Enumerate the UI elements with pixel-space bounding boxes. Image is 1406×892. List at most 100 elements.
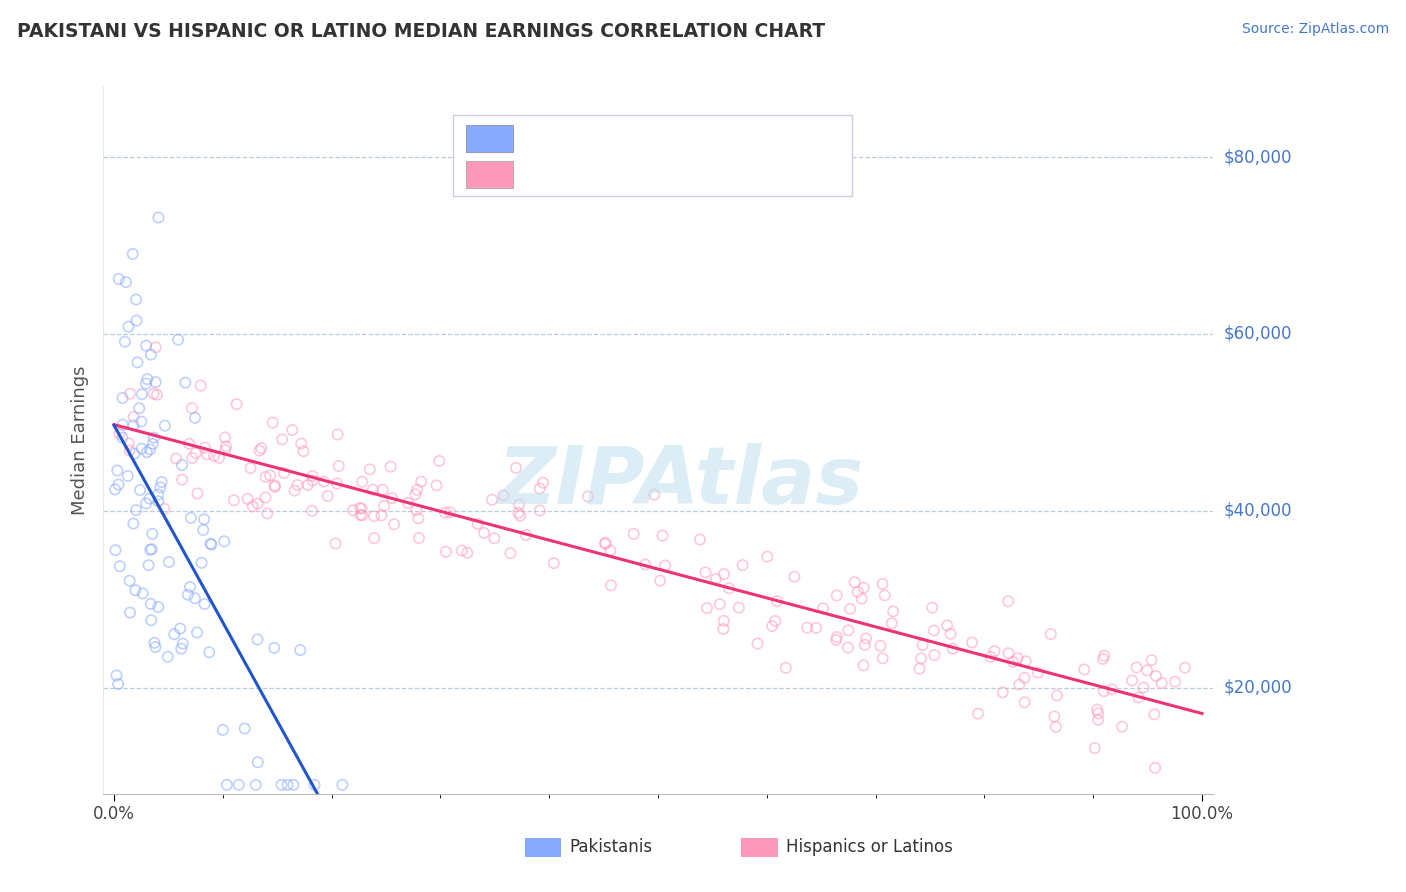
Point bbox=[370, 508, 392, 523]
Point bbox=[122, 418, 145, 433]
Point bbox=[131, 586, 153, 600]
Point bbox=[382, 517, 405, 532]
Point bbox=[263, 640, 285, 655]
Point bbox=[1087, 713, 1109, 727]
Point bbox=[148, 487, 170, 501]
Text: Pakistanis: Pakistanis bbox=[569, 838, 652, 856]
Point bbox=[492, 488, 515, 502]
Point bbox=[215, 778, 238, 792]
Point bbox=[301, 474, 323, 488]
Point bbox=[118, 574, 141, 588]
Point bbox=[1121, 673, 1143, 688]
Point bbox=[184, 591, 207, 606]
Point bbox=[936, 618, 959, 632]
Point bbox=[1087, 706, 1109, 721]
Point bbox=[1144, 761, 1167, 775]
Point bbox=[150, 475, 173, 489]
Point bbox=[170, 458, 193, 472]
Point bbox=[825, 630, 848, 644]
Point bbox=[208, 450, 231, 465]
Point bbox=[290, 436, 312, 450]
Point bbox=[246, 756, 269, 770]
Point bbox=[1007, 651, 1029, 665]
Point bbox=[411, 475, 433, 489]
Point bbox=[125, 503, 148, 517]
Point bbox=[328, 459, 350, 474]
Point bbox=[851, 591, 873, 606]
Point bbox=[371, 483, 394, 497]
Point bbox=[332, 778, 354, 792]
Point bbox=[718, 582, 741, 596]
Point bbox=[696, 601, 718, 615]
Point bbox=[111, 431, 134, 445]
Point bbox=[135, 338, 157, 352]
Text: Source: ZipAtlas.com: Source: ZipAtlas.com bbox=[1241, 22, 1389, 37]
Point bbox=[425, 478, 447, 492]
Point bbox=[139, 348, 162, 362]
Point bbox=[713, 622, 735, 636]
Point bbox=[270, 778, 292, 792]
Point bbox=[301, 468, 323, 483]
Point bbox=[1111, 720, 1133, 734]
Point bbox=[212, 723, 235, 737]
Point bbox=[509, 508, 531, 523]
Point bbox=[125, 313, 148, 327]
Point bbox=[246, 497, 269, 511]
Point bbox=[508, 506, 530, 520]
Point bbox=[246, 632, 269, 647]
Point bbox=[194, 441, 217, 455]
Point bbox=[190, 556, 212, 570]
Point bbox=[200, 537, 222, 551]
Point bbox=[139, 597, 162, 611]
Point bbox=[873, 588, 896, 602]
Point bbox=[186, 625, 208, 640]
Point bbox=[515, 528, 537, 542]
Text: 95: 95 bbox=[716, 129, 742, 148]
Point bbox=[190, 378, 212, 392]
Point bbox=[122, 409, 145, 424]
Point bbox=[301, 504, 323, 518]
Point bbox=[543, 556, 565, 570]
Point bbox=[979, 649, 1001, 664]
Point bbox=[326, 476, 349, 491]
Point bbox=[508, 498, 530, 512]
Point bbox=[766, 594, 789, 608]
Point bbox=[135, 376, 157, 391]
Point bbox=[316, 489, 339, 503]
Point bbox=[142, 431, 165, 445]
Point bbox=[775, 661, 797, 675]
Point bbox=[1073, 663, 1095, 677]
Point bbox=[731, 558, 754, 573]
Y-axis label: Median Earnings: Median Earnings bbox=[72, 365, 89, 515]
Point bbox=[145, 340, 167, 354]
Point bbox=[118, 443, 141, 458]
Point bbox=[727, 600, 749, 615]
Point bbox=[783, 569, 806, 583]
Point bbox=[111, 417, 134, 432]
Point bbox=[200, 537, 222, 551]
Point bbox=[283, 778, 305, 792]
Point bbox=[846, 585, 869, 599]
Point bbox=[281, 423, 304, 437]
Point bbox=[1125, 660, 1147, 674]
Point bbox=[259, 468, 281, 483]
Point bbox=[839, 602, 862, 616]
Point bbox=[325, 536, 347, 550]
Point bbox=[131, 442, 153, 456]
Point bbox=[1045, 720, 1067, 734]
Point bbox=[342, 503, 364, 517]
Text: PAKISTANI VS HISPANIC OR LATINO MEDIAN EARNINGS CORRELATION CHART: PAKISTANI VS HISPANIC OR LATINO MEDIAN E… bbox=[17, 22, 825, 41]
Point bbox=[908, 662, 931, 676]
Point bbox=[349, 508, 371, 522]
Point bbox=[124, 447, 146, 461]
Point bbox=[361, 483, 384, 497]
Point bbox=[249, 443, 271, 458]
Point bbox=[124, 583, 146, 598]
Point bbox=[148, 211, 170, 225]
Point bbox=[991, 685, 1014, 699]
Point bbox=[484, 531, 506, 545]
Point bbox=[380, 459, 402, 474]
Point bbox=[804, 621, 827, 635]
Point bbox=[529, 482, 551, 496]
Point bbox=[108, 426, 131, 441]
